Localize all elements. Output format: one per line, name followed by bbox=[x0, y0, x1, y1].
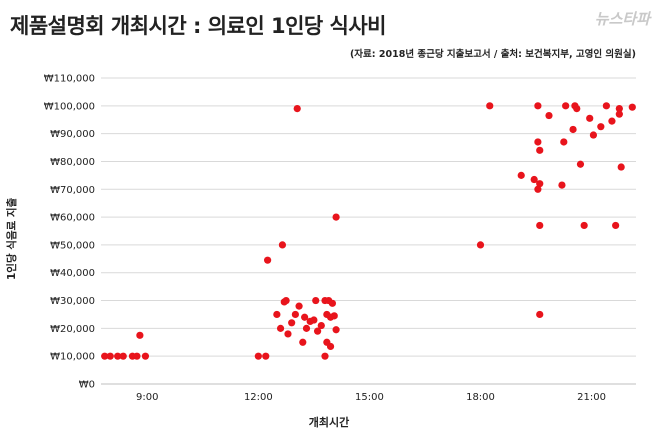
data-point bbox=[517, 171, 525, 179]
data-point bbox=[558, 181, 566, 189]
data-point bbox=[321, 352, 329, 360]
data-point bbox=[536, 180, 544, 188]
data-point bbox=[628, 103, 636, 111]
y-tick-label: ₩10,000 bbox=[50, 352, 95, 363]
data-point bbox=[536, 146, 544, 154]
data-point bbox=[264, 256, 272, 264]
data-point bbox=[330, 312, 338, 320]
data-point bbox=[586, 114, 594, 122]
data-point bbox=[133, 352, 141, 360]
data-point bbox=[534, 138, 542, 146]
data-points bbox=[101, 102, 636, 360]
y-tick-label: ₩90,000 bbox=[50, 129, 95, 140]
data-point bbox=[302, 324, 311, 332]
data-point bbox=[536, 221, 544, 230]
data-point bbox=[486, 102, 494, 110]
data-point bbox=[291, 310, 299, 319]
y-tick-label: ₩80,000 bbox=[50, 157, 95, 168]
y-tick-label: ₩30,000 bbox=[50, 296, 95, 307]
data-point bbox=[597, 123, 605, 131]
data-point bbox=[284, 330, 292, 338]
data-point bbox=[310, 316, 318, 324]
data-point bbox=[273, 310, 281, 319]
chart-title: 제품설명회 개최시간 : 의료인 1인당 식사비 bbox=[10, 14, 387, 38]
data-point bbox=[562, 102, 570, 110]
data-point bbox=[278, 241, 287, 249]
data-point bbox=[114, 352, 122, 360]
data-point bbox=[312, 296, 320, 305]
y-tick-label: ₩40,000 bbox=[50, 268, 95, 279]
data-point bbox=[282, 296, 290, 305]
x-axis-ticks: 9:00 12:00 15:00 18:00 21:00 bbox=[136, 392, 606, 403]
data-point bbox=[476, 241, 485, 249]
data-point bbox=[332, 213, 340, 221]
x-tick-label: 9:00 bbox=[136, 392, 158, 403]
grid-lines bbox=[101, 77, 636, 385]
data-point bbox=[106, 352, 114, 360]
data-point bbox=[262, 352, 270, 360]
data-point bbox=[254, 352, 262, 360]
data-point bbox=[545, 111, 553, 120]
data-point bbox=[332, 326, 340, 334]
data-point bbox=[276, 324, 285, 332]
data-point bbox=[569, 125, 577, 134]
data-point bbox=[326, 342, 335, 351]
data-point bbox=[313, 327, 322, 335]
source-note: (자료: 2018년 종근당 지출보고서 / 출처: 보건복지부, 고영인 의원… bbox=[349, 49, 636, 60]
data-point bbox=[608, 117, 616, 125]
y-tick-label: ₩70,000 bbox=[50, 185, 95, 196]
data-point bbox=[573, 105, 581, 113]
data-point bbox=[530, 175, 538, 184]
data-point bbox=[589, 131, 598, 139]
x-tick-label: 21:00 bbox=[577, 392, 606, 403]
data-point bbox=[612, 221, 620, 230]
data-point bbox=[534, 185, 542, 193]
data-point bbox=[328, 299, 337, 307]
data-point bbox=[560, 138, 568, 146]
x-tick-label: 15:00 bbox=[355, 392, 384, 403]
x-axis-label: 개최시간 bbox=[308, 416, 350, 429]
y-axis-label: 1인당 식음료 지출 bbox=[6, 197, 18, 280]
y-tick-label: ₩100,000 bbox=[44, 101, 95, 112]
data-point bbox=[615, 105, 623, 113]
y-axis-ticks: ₩0 ₩10,000 ₩20,000 ₩30,000 ₩40,000 ₩50,000 ₩60… bbox=[44, 74, 95, 391]
y-tick-label: ₩110,000 bbox=[44, 74, 95, 85]
y-tick-label: ₩60,000 bbox=[50, 213, 95, 224]
data-point bbox=[615, 110, 623, 118]
data-point bbox=[576, 160, 585, 168]
data-point bbox=[536, 310, 544, 319]
newstapa-logo: 뉴스타파 bbox=[594, 10, 650, 28]
data-point bbox=[534, 102, 542, 110]
data-point bbox=[288, 319, 296, 327]
y-tick-label: ₩20,000 bbox=[50, 324, 95, 335]
data-point bbox=[580, 221, 588, 230]
y-tick-label: ₩0 bbox=[79, 380, 95, 391]
data-point bbox=[293, 105, 301, 113]
data-point bbox=[299, 338, 307, 346]
data-point bbox=[602, 102, 610, 110]
y-tick-label: ₩50,000 bbox=[50, 240, 95, 251]
data-point bbox=[617, 163, 625, 171]
data-point bbox=[101, 352, 109, 360]
x-tick-label: 12:00 bbox=[244, 392, 273, 403]
data-point bbox=[301, 313, 309, 321]
x-tick-label: 18:00 bbox=[466, 392, 495, 403]
data-point bbox=[295, 302, 303, 310]
data-point bbox=[136, 331, 144, 339]
data-point bbox=[119, 352, 127, 360]
data-point bbox=[141, 352, 150, 360]
data-point bbox=[317, 321, 325, 330]
